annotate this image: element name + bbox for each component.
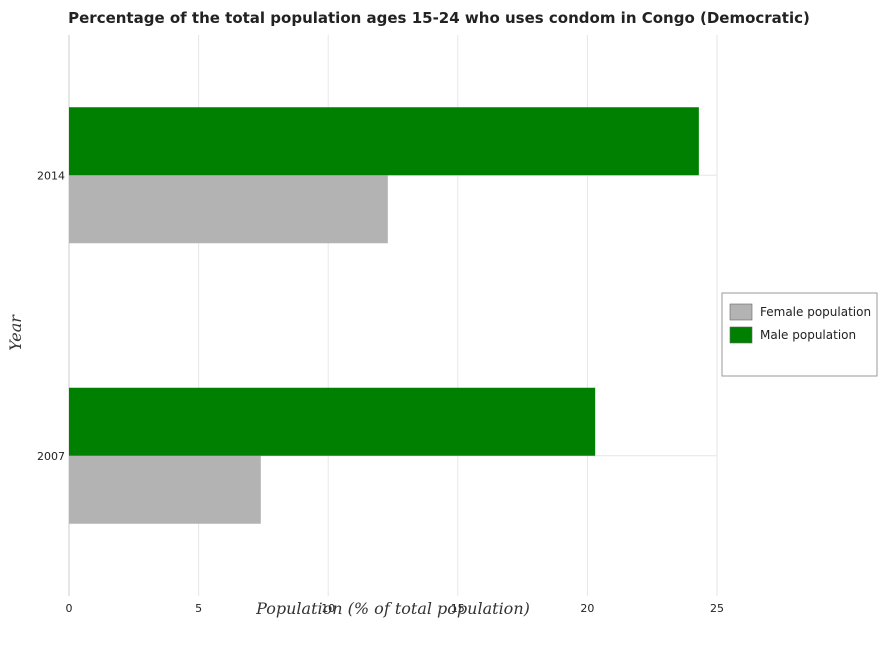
bar-male-population-2007: [69, 387, 596, 456]
bar-male-population-2014: [69, 107, 699, 176]
bar-female-population-2007: [69, 455, 261, 524]
y-axis-ticks: 2007 2014: [37, 169, 65, 463]
legend-label: Male population: [760, 328, 856, 342]
x-tick-label: 0: [66, 602, 73, 615]
y-tick-label: 2014: [37, 169, 65, 182]
bars: [69, 107, 699, 524]
x-axis-label: Population (% of total population): [255, 599, 530, 618]
legend-swatch: [729, 303, 753, 321]
x-tick-label: 25: [710, 602, 724, 615]
y-tick-label: 2007: [37, 450, 65, 463]
x-tick-label: 10: [321, 602, 335, 615]
x-axis-ticks: 0 5 10 15 20 25: [66, 602, 725, 615]
legend: Female population Male population: [721, 292, 878, 377]
chart-title: Percentage of the total population ages …: [68, 9, 810, 27]
x-tick-label: 20: [580, 602, 594, 615]
x-tick-label: 5: [195, 602, 202, 615]
legend-swatch: [729, 326, 753, 344]
y-axis-label: Year: [6, 314, 25, 351]
bar-female-population-2014: [69, 175, 388, 244]
legend-label: Female population: [760, 305, 871, 319]
x-tick-label: 15: [451, 602, 465, 615]
